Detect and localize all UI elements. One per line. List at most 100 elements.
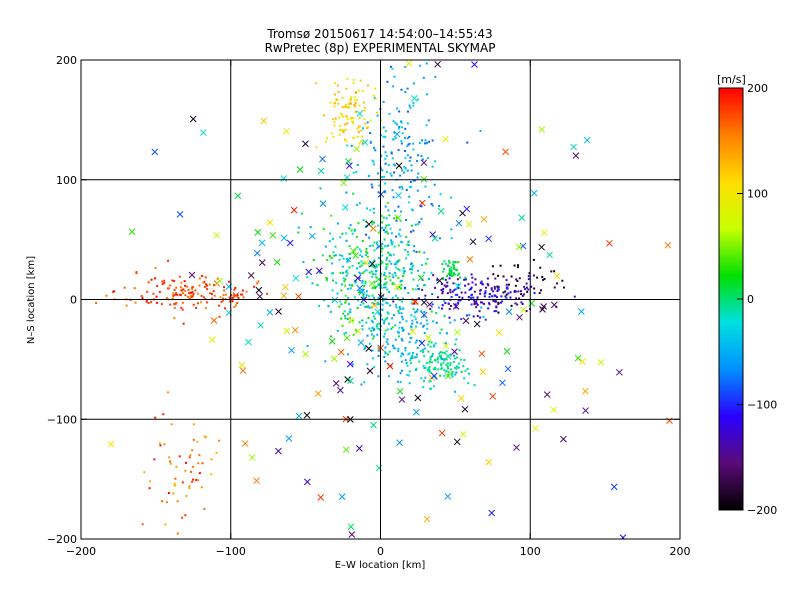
scatter-point [428,370,431,373]
scatter-point [455,338,458,341]
scatter-x-marker [386,362,394,370]
scatter-point [434,75,437,78]
scatter-point [444,262,447,265]
scatter-point [164,523,167,526]
scatter-point [344,317,347,320]
scatter-point [382,126,385,129]
scatter-x-marker [317,493,325,501]
scatter-point [408,159,411,162]
scatter-point [352,78,355,81]
scatter-point [476,296,479,299]
scatter-point [361,279,364,282]
scatter-point [415,353,418,356]
scatter-point [499,264,502,267]
scatter-point [203,507,206,510]
scatter-point [376,241,379,244]
scatter-point [417,287,420,290]
scatter-point [183,280,186,283]
scatter-point [406,364,409,367]
scatter-point [414,318,417,321]
scatter-point [372,328,375,331]
scatter-point [367,174,370,177]
scatter-point [394,271,397,274]
scatter-point [369,209,372,212]
scatter-point [391,243,394,246]
scatter-point [412,148,415,151]
scatter-point [383,355,386,358]
scatter-point [161,500,164,503]
scatter-point [358,125,361,128]
scatter-point [397,148,400,151]
scatter-point [411,209,414,212]
scatter-point [329,101,332,104]
scatter-point [145,300,148,303]
scatter-point [408,370,411,373]
scatter-point [340,283,343,286]
scatter-x-marker [520,306,527,314]
scatter-point [453,390,456,393]
scatter-point [420,263,423,266]
scatter-point [385,224,388,227]
scatter-x-marker [238,361,246,369]
scatter-point [318,271,321,274]
scatter-point [344,301,347,304]
scatter-x-marker [315,267,323,275]
scatter-point [428,196,431,199]
scatter-point [413,302,416,305]
scatter-point [384,318,387,321]
scatter-point [370,333,373,336]
scatter-point [364,345,367,348]
scatter-point [374,149,377,152]
scatter-point [406,250,409,253]
scatter-point [432,345,435,348]
scatter-point [172,492,175,495]
scatter-point [378,184,381,187]
scatter-point [390,65,393,68]
scatter-point [400,355,403,358]
scatter-point [423,283,426,286]
scatter-point [443,359,446,362]
scatter-point [210,297,213,300]
scatter-x-marker [368,260,376,268]
scatter-point [484,290,487,293]
scatter-point [241,289,244,292]
scatter-point [422,380,425,383]
scatter-point [349,287,352,290]
scatter-x-marker [258,259,266,267]
scatter-point [482,302,485,305]
scatter-point [450,228,453,231]
scatter-x-marker [513,444,520,451]
scatter-point [378,282,381,285]
scatter-point [373,296,376,299]
scatter-point [398,228,401,231]
scatter-point [385,297,388,300]
scatter-point [412,264,415,267]
scatter-point [336,84,339,87]
scatter-x-marker [343,334,351,342]
scatter-point [404,346,407,349]
scatter-point [377,231,380,234]
scatter-point [352,192,355,195]
scatter-x-marker [292,274,300,282]
scatter-point [184,290,187,293]
scatter-x-marker [200,129,207,136]
scatter-point [368,271,371,274]
scatter-x-marker [540,229,548,237]
scatter-point [392,163,395,166]
scatter-point [175,465,178,468]
scatter-point [318,305,321,308]
scatter-point [393,245,396,248]
scatter-point [385,301,388,304]
scatter-point [181,308,184,311]
scatter-point [460,318,463,321]
scatter-x-marker [210,317,218,324]
scatter-point [382,299,385,302]
scatter-point [457,283,460,286]
scatter-point [338,258,341,261]
scatter-x-marker [285,435,293,442]
scatter-point [492,299,495,302]
scatter-x-marker [420,311,428,319]
scatter-point [184,294,187,297]
scatter-point [509,296,512,299]
scatter-point [342,129,345,132]
